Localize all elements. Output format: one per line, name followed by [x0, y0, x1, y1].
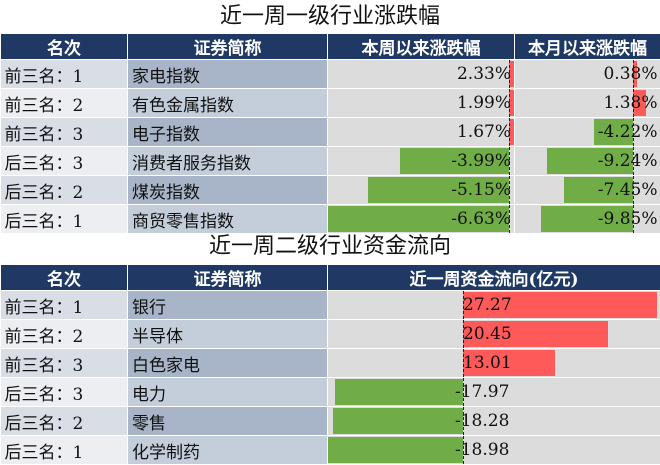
security-name-cell: 家电指数 [128, 60, 328, 89]
header-name: 证券简称 [128, 34, 328, 60]
month-change-cell: -9.85% [515, 205, 660, 234]
fund-flow-value: -18.28 [455, 407, 509, 435]
month-change-value: -9.24% [598, 147, 658, 175]
month-change-cell: -4.22% [515, 118, 660, 147]
rank-cell: 前三名：3 [1, 349, 128, 378]
month-change-cell: -9.24% [515, 147, 660, 176]
security-name-cell: 电力 [128, 378, 328, 407]
fund-flow-value: -17.97 [455, 378, 509, 406]
rank-cell: 后三名：1 [1, 436, 128, 465]
header-name: 证券简称 [128, 265, 328, 291]
header-rank: 名次 [1, 34, 128, 60]
security-name-cell: 化学制药 [128, 436, 328, 465]
fund-flow-bar [333, 408, 463, 434]
fund-flow-cell: 27.27 [328, 291, 660, 320]
week-change-cell: -3.99% [328, 147, 515, 176]
security-name-cell: 煤炭指数 [128, 176, 328, 205]
rank-cell: 前三名：3 [1, 118, 128, 147]
fund-flow-value: -18.98 [455, 436, 509, 464]
fund-flow-cell: -17.97 [328, 378, 660, 407]
month-change-cell: 1.38% [515, 89, 660, 118]
month-change-value: -4.22% [598, 118, 658, 146]
security-name-cell: 消费者服务指数 [128, 147, 328, 176]
security-name-cell: 白色家电 [128, 349, 328, 378]
rank-cell: 前三名：1 [1, 291, 128, 320]
security-name-cell: 有色金属指数 [128, 89, 328, 118]
security-name-cell: 银行 [128, 291, 328, 320]
week-change-cell: -5.15% [328, 176, 515, 205]
fund-flow-cell: -18.28 [328, 407, 660, 436]
fund-flow-cell: -18.98 [328, 436, 660, 465]
week-change-value: 1.67% [457, 118, 511, 146]
rank-cell: 前三名：1 [1, 60, 128, 89]
security-name-cell: 半导体 [128, 320, 328, 349]
rank-cell: 后三名：3 [1, 378, 128, 407]
rank-cell: 后三名：3 [1, 147, 128, 176]
month-change-value: -9.85% [598, 205, 658, 233]
rank-cell: 前三名：2 [1, 89, 128, 118]
month-change-value: 0.38% [603, 60, 657, 88]
header-fund-flow: 近一周资金流向(亿元) [328, 265, 660, 291]
header-week-change: 本周以来涨跌幅 [328, 34, 515, 60]
month-change-cell: 0.38% [515, 60, 660, 89]
month-change-cell: -7.45% [515, 176, 660, 205]
week-change-value: -3.99% [451, 147, 511, 175]
fund-flow-value: 20.45 [463, 320, 512, 348]
week-change-cell: 2.33% [328, 60, 515, 89]
week-change-value: -6.63% [451, 205, 511, 233]
week-change-value: 2.33% [457, 60, 511, 88]
header-month-change: 本月以来涨跌幅 [515, 34, 660, 60]
rank-cell: 前三名：2 [1, 320, 128, 349]
month-change-value: 1.38% [603, 89, 657, 117]
week-change-value: -5.15% [451, 176, 511, 204]
header-rank: 名次 [1, 265, 128, 291]
rank-cell: 后三名：2 [1, 176, 128, 205]
rank-cell: 后三名：2 [1, 407, 128, 436]
fund-flow-cell: 13.01 [328, 349, 660, 378]
security-name-cell: 电子指数 [128, 118, 328, 147]
week-change-cell: -6.63% [328, 205, 515, 234]
fund-flow-cell: 20.45 [328, 320, 660, 349]
table2-title: 近一周二级行业资金流向 [0, 232, 660, 262]
security-name-cell: 零售 [128, 407, 328, 436]
security-name-cell: 商贸零售指数 [128, 205, 328, 234]
table1-title: 近一周一级行业涨跌幅 [0, 2, 660, 32]
fund-flow-bar [335, 379, 463, 405]
fund-flow-bar [328, 437, 463, 463]
week-change-cell: 1.99% [328, 89, 515, 118]
fund-flow-value: 13.01 [463, 349, 512, 377]
week-change-cell: 1.67% [328, 118, 515, 147]
rank-cell: 后三名：1 [1, 205, 128, 234]
month-change-value: -7.45% [598, 176, 658, 204]
fund-flow-value: 27.27 [463, 291, 512, 319]
week-change-value: 1.99% [457, 89, 511, 117]
